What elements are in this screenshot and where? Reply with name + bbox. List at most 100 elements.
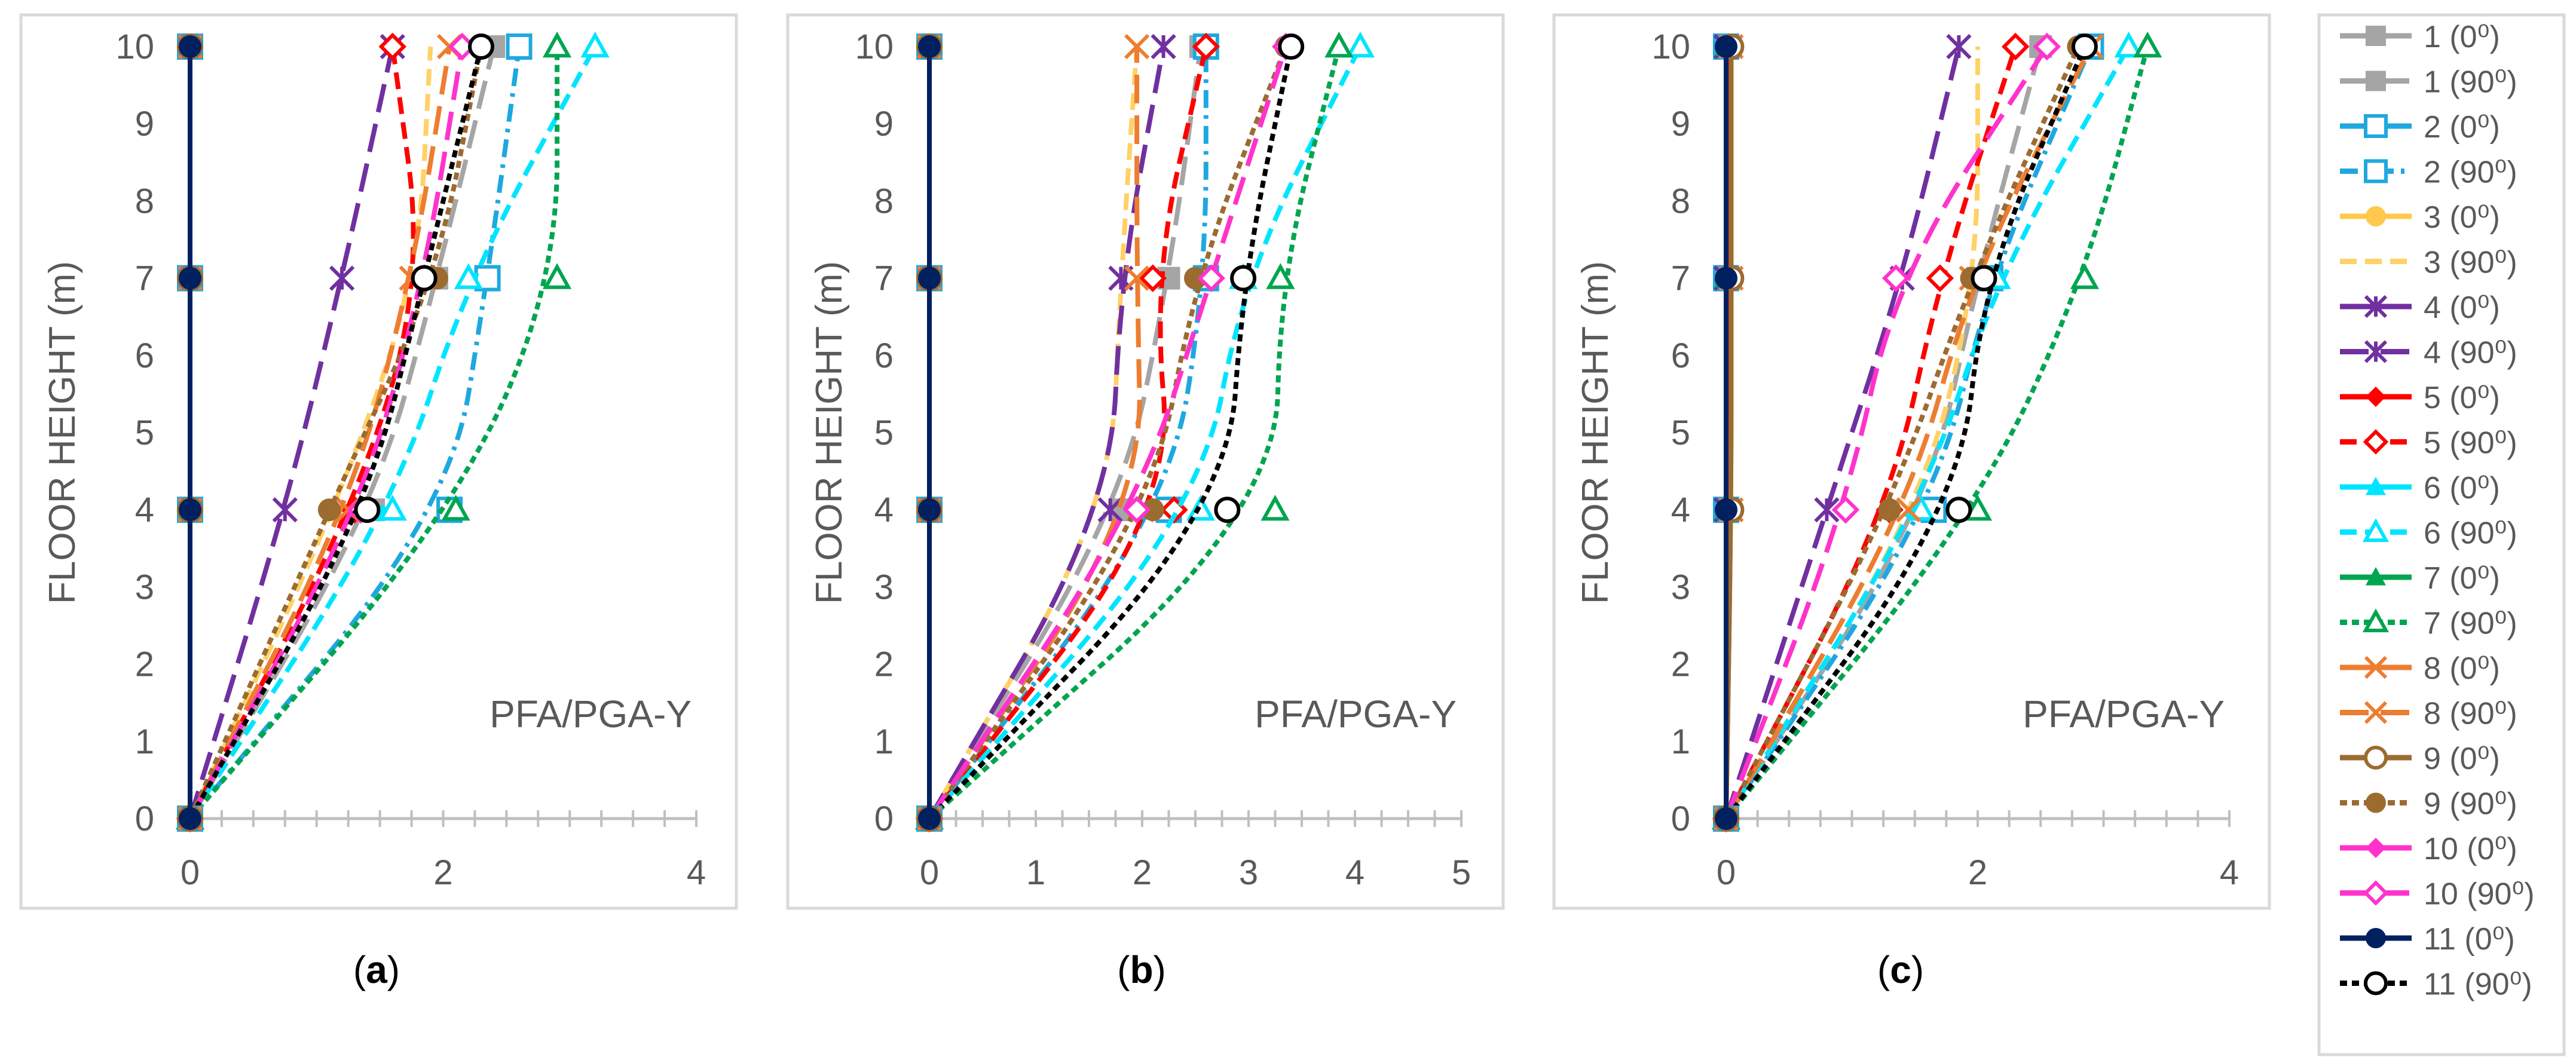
legend-label: 5 (90⁰) <box>2424 426 2517 461</box>
x-tick-label: 1 <box>1026 853 1045 892</box>
legend-marker <box>2366 567 2386 586</box>
data-point <box>1881 264 1910 292</box>
x-tick-label: 3 <box>1239 853 1258 892</box>
y-tick-label: 0 <box>135 799 154 838</box>
data-point <box>1715 807 1737 830</box>
data-point <box>1230 265 1257 292</box>
legend-marker <box>2364 746 2388 770</box>
legend-label: 1 (0⁰) <box>2424 20 2500 54</box>
series-11-0 <box>179 35 201 830</box>
y-tick-label: 10 <box>855 27 894 66</box>
data-point <box>918 807 941 830</box>
data-point <box>1814 497 1840 523</box>
y-tick-label: 6 <box>874 336 894 375</box>
data-point <box>1926 264 1954 292</box>
data-point <box>1266 263 1295 289</box>
x-tick-label: 5 <box>1452 853 1471 892</box>
legend-label: 3 (90⁰) <box>2424 246 2517 280</box>
legend-marker <box>2363 429 2389 455</box>
data-point <box>580 31 610 58</box>
legend-item: 1 (0⁰) <box>2340 20 2500 54</box>
legend-marker <box>2366 838 2386 858</box>
y-tick-label: 5 <box>1671 413 1690 452</box>
x-tick-label: 4 <box>687 853 706 892</box>
legend-item: 8 (90⁰) <box>2340 697 2517 731</box>
legend-item: 3 (90⁰) <box>2340 246 2517 280</box>
series-11-0 <box>918 35 941 830</box>
chart-panel-c: 0 2 4 0 1 2 3 4 5 6 7 8 9 10 FLOOR HEIGHT (m) PFA/PGA-Y <box>1552 13 2271 910</box>
series-line <box>927 47 1209 820</box>
data-point <box>179 807 201 830</box>
data-point <box>1124 33 1150 60</box>
legend-label: 10 (90⁰) <box>2424 877 2535 912</box>
series-line <box>188 46 395 820</box>
legend-label: 5 (0⁰) <box>2424 381 2500 415</box>
legend-marker <box>2364 114 2388 138</box>
series-line <box>188 47 560 820</box>
legend-label: 11 (90⁰) <box>2424 967 2532 1002</box>
data-point <box>1261 495 1290 521</box>
chart-frame <box>1552 13 2271 910</box>
legend-marker <box>2364 340 2388 363</box>
y-tick-label: 7 <box>1671 259 1690 298</box>
y-tick-label: 0 <box>1671 799 1690 838</box>
series-line <box>1724 47 1981 820</box>
y-tick-label: 3 <box>874 568 894 606</box>
data-point <box>378 495 407 521</box>
y-tick-label: 2 <box>135 645 154 684</box>
data-point <box>1945 497 1972 523</box>
legend-label: 4 (0⁰) <box>2424 290 2500 325</box>
data-point <box>918 266 941 290</box>
series-line <box>1724 45 2087 820</box>
legend-marker <box>2362 518 2390 543</box>
y-tick-label: 6 <box>1671 336 1690 375</box>
data-point <box>1715 35 1737 58</box>
series-line <box>927 45 1289 820</box>
panel-caption: (c) <box>1877 948 1924 991</box>
data-point <box>1971 265 1997 292</box>
y-tick-label: 5 <box>135 413 154 452</box>
legend-marker <box>2364 295 2388 318</box>
series-line <box>1724 45 2150 820</box>
series-line <box>928 46 1294 820</box>
data-point <box>1831 495 1860 524</box>
legend-label: 7 (90⁰) <box>2424 606 2517 641</box>
data-point <box>506 33 533 60</box>
y-tick-label: 1 <box>135 722 154 761</box>
legend-label: 11 (0⁰) <box>2424 922 2515 957</box>
legend-item: 10 (90⁰) <box>2340 877 2535 912</box>
y-axis-label: FLOOR HEIGHT (m) <box>1575 261 1616 604</box>
series-3-90 <box>1724 47 1981 820</box>
legend-item: 4 (0⁰) <box>2340 290 2500 325</box>
y-tick-label: 1 <box>1671 722 1690 761</box>
series-line <box>927 45 1289 820</box>
legend-item: 5 (90⁰) <box>2340 426 2517 461</box>
data-point <box>1124 265 1150 291</box>
legend-item: 9 (90⁰) <box>2340 787 2517 822</box>
chart-frame <box>19 13 738 910</box>
series-line <box>928 46 1342 820</box>
y-tick-label: 2 <box>1671 645 1690 684</box>
chart-annotation: PFA/PGA-Y <box>2023 693 2225 736</box>
chart-annotation: PFA/PGA-Y <box>1255 693 1457 736</box>
x-tick-label: 2 <box>1968 853 1987 892</box>
y-tick-label: 1 <box>874 722 894 761</box>
x-tick-label: 0 <box>1717 853 1736 892</box>
chart-panel-a: 0 2 4 0 1 2 3 4 5 6 7 8 9 10 FLOOR HEIGHT (m) PFA/PGA-Y <box>19 13 738 910</box>
y-tick-label: 7 <box>874 259 894 298</box>
data-point <box>1097 497 1123 523</box>
legend-label: 9 (90⁰) <box>2424 787 2517 822</box>
legend-marker <box>2366 71 2386 91</box>
series-11-0 <box>1715 35 1737 830</box>
legend-item: 6 (90⁰) <box>2340 516 2517 551</box>
data-point <box>2033 32 2061 61</box>
chart-frame <box>786 13 1505 910</box>
y-tick-label: 0 <box>874 799 894 838</box>
data-point <box>918 35 941 58</box>
x-tick-label: 4 <box>2220 853 2239 892</box>
legend-label: 4 (90⁰) <box>2424 336 2517 370</box>
legend: 1 (0⁰) 1 (90⁰) 2 (0⁰) 2 (90⁰) 3 (0⁰) 3 (90⁰) 4… <box>2317 13 2566 1056</box>
y-tick-label: 9 <box>874 105 894 143</box>
x-tick-label: 0 <box>920 853 939 892</box>
legend-marker <box>2364 159 2388 183</box>
